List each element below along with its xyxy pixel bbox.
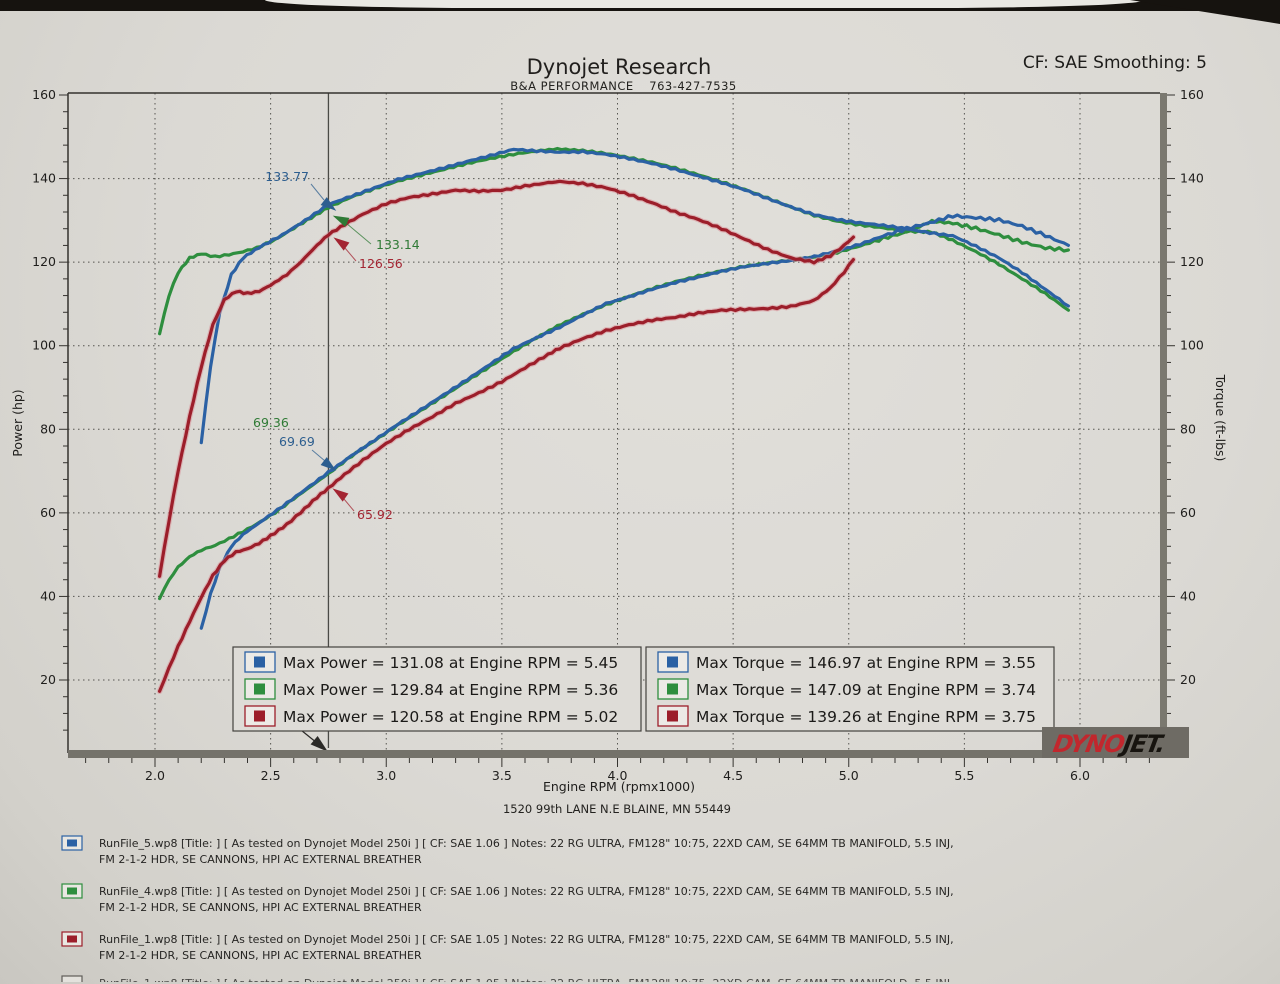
power-curve-runfile4 (158, 218, 1070, 601)
annotation-arrowhead (320, 457, 337, 471)
dynojet-logo-background (1042, 727, 1189, 758)
legend-row-label: Max Torque = 139.26 at Engine RPM = 3.75 (696, 708, 1036, 726)
run-note-line2: FM 2-1-2 HDR, SE CANNONS, HPI AC EXTERNA… (99, 853, 422, 866)
y-tick-label-left: 160 (32, 87, 56, 102)
x-tick-label: 5.5 (954, 768, 974, 783)
y-tick-label-left: 100 (32, 338, 56, 353)
annotation-arrowhead (320, 197, 337, 211)
run-note-line2: FM 2-1-2 HDR, SE CANNONS, HPI AC EXTERNA… (99, 901, 422, 914)
annotation-layer: 133.77 133.14 126.56 69.36 69.69 65.92 (253, 169, 420, 522)
annotation-leader (344, 247, 357, 262)
annotation-value: 133.14 (376, 237, 420, 252)
y-tick-label-right: 140 (1180, 171, 1204, 186)
plot-frame-right-bar (1160, 93, 1167, 754)
x-tick-label: 5.0 (839, 768, 859, 783)
annotation-value: 65.92 (357, 507, 393, 522)
run-note-line1: RunFile_4.wp8 [Title: ] [ As tested on D… (99, 885, 954, 898)
shop-phone: 763-427-7535 (649, 79, 736, 93)
x-axis-bar (68, 750, 1188, 758)
legend-row-label: Max Torque = 146.97 at Engine RPM = 3.55 (696, 654, 1036, 672)
run-swatch (67, 887, 77, 895)
power-curve-runfile1-halo (156, 256, 857, 695)
cf-smoothing-note: CF: SAE Smoothing: 5 (1023, 53, 1207, 73)
footer-layer: Engine RPM (rpmx1000) 1520 99th LANE N.E … (61, 779, 954, 984)
x-tick-label: 6.0 (1070, 768, 1090, 783)
legend-swatch (254, 656, 265, 668)
x-tick-label: 3.0 (376, 768, 396, 783)
y-tick-label-left: 120 (32, 254, 56, 269)
legend-row-label: Max Torque = 147.09 at Engine RPM = 3.74 (696, 681, 1036, 699)
legend-row-label: Max Power = 120.58 at Engine RPM = 5.02 (283, 708, 618, 726)
x-axis-title: Engine RPM (rpmx1000) (543, 779, 695, 794)
legend-layer: Max Power = 131.08 at Engine RPM = 5.45 M… (232, 646, 1189, 758)
shop-name: B&A PERFORMANCE (510, 79, 633, 93)
torque-curve-runfile5 (199, 147, 1070, 445)
legend-row-label: Max Power = 129.84 at Engine RPM = 5.36 (283, 681, 618, 699)
cutoff-run-text: RunFile_1.wp8 [Title: ] [ As tested on D… (99, 977, 954, 984)
run-note-line2: FM 2-1-2 HDR, SE CANNONS, HPI AC EXTERNA… (99, 949, 422, 962)
annotation-value: 133.77 (265, 169, 309, 184)
legend-swatch (254, 710, 265, 722)
x-tick-label: 4.5 (723, 768, 743, 783)
frame-layer: 2.0 2.5 3.0 3.5 4.0 4.5 5.0 5.5 6.0 160 160 140 140 1… (10, 87, 1228, 783)
curves-layer (156, 146, 1070, 695)
y-tick-label-right: 20 (1180, 672, 1196, 687)
annotation-leader (311, 449, 326, 462)
power-curve-runfile5 (199, 213, 1070, 630)
annotation-arrowhead (333, 237, 350, 251)
y-tick-label-left: 140 (32, 171, 56, 186)
cutoff-run-swatch (61, 975, 83, 982)
y-tick-label-right: 100 (1180, 338, 1204, 353)
annotation-value: 69.69 (279, 434, 315, 449)
power-curve-runfile1 (158, 258, 855, 693)
legend-swatch (667, 656, 678, 668)
x-tick-label: 2.5 (261, 768, 281, 783)
max-power-legend-box (232, 646, 642, 732)
annotation-leader (310, 183, 325, 201)
run-swatch (67, 935, 77, 943)
legend-row-label: Max Power = 131.08 at Engine RPM = 5.45 (283, 654, 618, 672)
annotation-leader (343, 498, 355, 512)
y-tick-label-left: 80 (40, 421, 56, 436)
run-note-line1: RunFile_1.wp8 [Title: ] [ As tested on D… (99, 933, 954, 946)
dynojet-logo-dyno: DYNO (1051, 730, 1127, 758)
x-tick-label: 2.0 (145, 768, 165, 783)
photo-top-edge (0, 0, 1280, 11)
max-torque-legend-box (645, 646, 1055, 732)
legend-swatch (667, 710, 678, 722)
y-tick-label-left: 60 (40, 505, 56, 520)
y-tick-label-right: 160 (1180, 87, 1204, 102)
y-axis-title-right: Torque (ft-lbs) (1213, 374, 1228, 462)
run-swatch (67, 839, 77, 847)
y-tick-label-left: 40 (40, 588, 56, 603)
torque-curve-runfile1 (158, 179, 855, 578)
shop-address: 1520 99th LANE N.E BLAINE, MN 55449 (503, 802, 731, 816)
y-tick-label-right: 80 (1180, 421, 1196, 436)
annotation-arrowhead (332, 215, 350, 227)
dynojet-logo-jet: JET. (1116, 730, 1167, 758)
cursor-pointer-arrow (310, 736, 328, 752)
annotation-leader (345, 222, 372, 245)
y-tick-label-right: 40 (1180, 588, 1196, 603)
annotation-value: 126.56 (359, 256, 403, 271)
run-note-line1: RunFile_5.wp8 [Title: ] [ As tested on D… (99, 837, 954, 850)
y-tick-label-right: 120 (1180, 254, 1204, 269)
dynojet-logo: DYNOJET. (1051, 730, 1167, 758)
x-tick-label: 3.5 (492, 768, 512, 783)
y-axis-title-left: Power (hp) (10, 389, 25, 456)
annotation-arrowhead (332, 488, 349, 502)
cutoff-run-line: RunFile_1.wp8 [Title: ] [ As tested on D… (61, 975, 954, 984)
legend-swatch (667, 683, 678, 695)
legend-swatch (254, 683, 265, 695)
annotation-value: 69.36 (253, 415, 289, 430)
y-tick-label-left: 20 (40, 672, 56, 687)
page-title: Dynojet Research (527, 55, 712, 79)
x-tick-label: 4.0 (608, 768, 628, 783)
y-tick-label-right: 60 (1180, 505, 1196, 520)
photo-paper-edge-highlight (265, 0, 1145, 8)
